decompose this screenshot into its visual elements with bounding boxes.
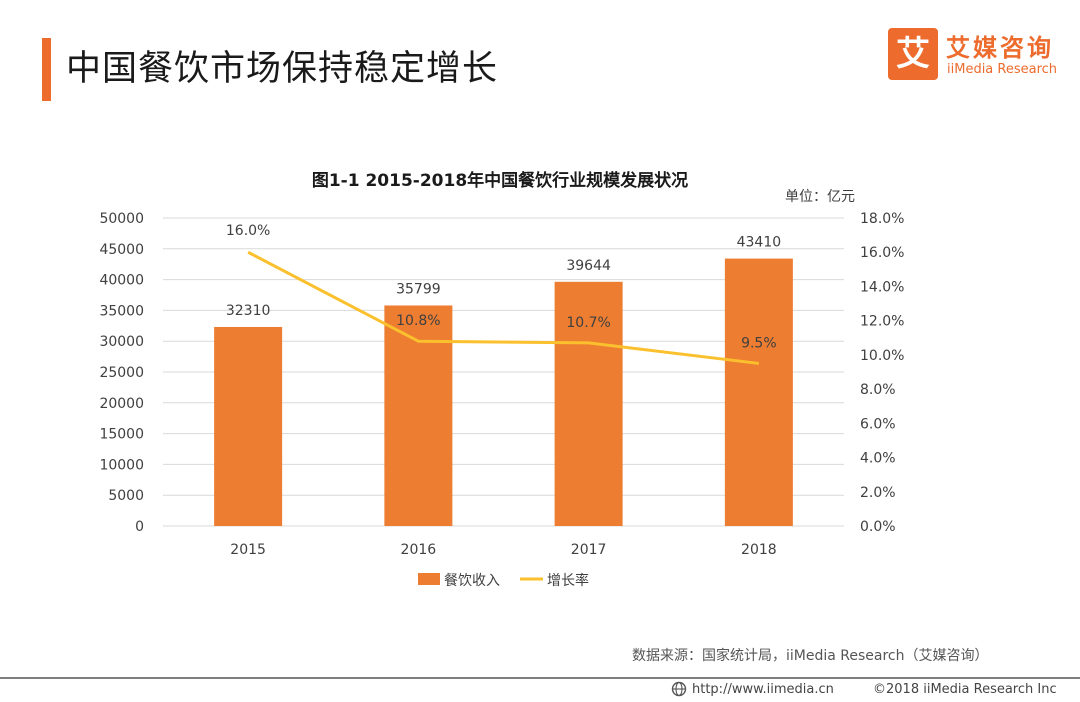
combo-chart: 图1-1 2015-2018年中国餐饮行业规模发展状况 单位：亿元 0 5000 1… [99,170,904,589]
left-tick-label: 25000 [99,365,144,381]
left-tick-label: 20000 [99,396,144,412]
logo-name-cn: 艾媒咨询 [946,34,1054,62]
left-tick-label: 0 [135,519,144,535]
bar-value-labels: 32310 35799 39644 43410 [226,235,781,319]
left-axis-ticks: 0 5000 10000 15000 20000 25000 30000 35000 40000… [99,211,144,535]
right-axis-ticks: 0.0% 2.0% 4.0% 6.0% 8.0% 10.0% 12.0% 14.0% 16.0%… [860,211,904,535]
legend-label-line: 增长率 [547,572,589,589]
line-value-label: 10.8% [396,313,440,329]
line-value-label: 10.7% [566,315,610,331]
line-path [247,250,760,365]
footer-divider [0,677,1080,679]
data-source-note: 数据来源：国家统计局，iiMedia Research（艾媒咨询） [632,648,989,664]
unit-label: 单位：亿元 [785,189,855,205]
x-tick-label: 2015 [230,542,266,558]
right-tick-label: 4.0% [860,451,896,467]
title-accent-bar [42,38,51,101]
right-tick-label: 10.0% [860,348,904,364]
left-tick-label: 45000 [99,242,144,258]
bar [724,258,793,526]
left-tick-label: 40000 [99,273,144,289]
page-title: 中国餐饮市场保持稳定增长 [66,49,499,89]
x-tick-label: 2018 [741,542,777,558]
left-tick-label: 30000 [99,334,144,350]
copyright-text: ©2018 iiMedia Research Inc [873,682,1057,697]
iimedia-logo: 艾 艾媒咨询 iiMedia Research [888,28,1058,86]
right-tick-label: 14.0% [860,279,904,295]
logo-name-en: iiMedia Research [947,62,1058,77]
left-tick-label: 35000 [99,303,144,319]
right-tick-label: 12.0% [860,314,904,330]
bar-value-label: 43410 [737,235,782,251]
x-tick-label: 2017 [571,542,607,558]
left-tick-label: 10000 [99,457,144,473]
left-tick-label: 15000 [99,427,144,443]
legend-label-bar: 餐饮收入 [444,573,500,589]
x-tick-label: 2016 [401,542,437,558]
line-value-label: 16.0% [226,223,270,239]
chart-title: 图1-1 2015-2018年中国餐饮行业规模发展状况 [312,170,688,191]
bar-value-label: 32310 [226,303,271,319]
bar [384,305,453,526]
legend: 餐饮收入 增长率 [418,572,589,589]
right-tick-label: 6.0% [860,416,896,432]
website-link[interactable]: http://www.iimedia.cn [692,682,834,697]
right-tick-label: 8.0% [860,382,896,398]
right-tick-label: 18.0% [860,211,904,227]
legend-swatch-bar [418,573,440,585]
line-value-label: 9.5% [741,335,777,351]
right-tick-label: 0.0% [860,519,896,535]
right-tick-label: 16.0% [860,245,904,261]
left-tick-label: 50000 [99,211,144,227]
bar-value-label: 39644 [566,258,611,274]
right-tick-label: 2.0% [860,485,896,501]
logo-mark: 艾 [888,28,938,80]
bar-value-label: 35799 [396,281,441,297]
bar [554,281,623,526]
x-axis-ticks: 2015 2016 2017 2018 [230,542,776,558]
left-tick-label: 5000 [108,488,144,504]
globe-icon [671,681,687,697]
line-value-labels: 16.0% 10.8% 10.7% 9.5% [226,223,777,351]
bar-series [214,258,793,526]
bar [214,326,283,526]
line-series [247,250,760,365]
